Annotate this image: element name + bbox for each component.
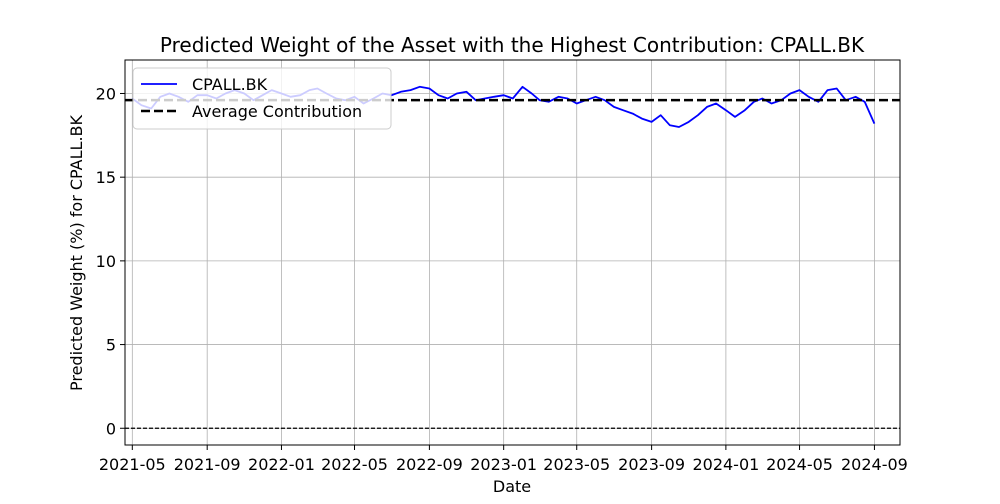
y-tick-label: 15 <box>96 168 116 187</box>
chart-title: Predicted Weight of the Asset with the H… <box>160 33 865 57</box>
legend-label: CPALL.BK <box>192 75 268 94</box>
x-tick-label: 2022-09 <box>396 455 463 474</box>
x-axis-ticks: 2021-05 2021-09 2022-01 2022-05 2022-09 2023-… <box>99 445 908 474</box>
x-tick-label: 2023-01 <box>470 455 537 474</box>
y-axis-label: Predicted Weight (%) for CPALL.BK <box>67 114 86 391</box>
y-tick-label: 5 <box>106 336 116 355</box>
x-tick-label: 2023-05 <box>543 455 610 474</box>
legend: CPALL.BK Average Contribution <box>132 67 392 130</box>
x-tick-label: 2022-01 <box>248 455 315 474</box>
y-tick-label: 0 <box>106 419 116 438</box>
x-tick-label: 2024-01 <box>692 455 759 474</box>
y-axis-ticks: 0 5 10 15 20 <box>96 84 125 438</box>
y-tick-label: 20 <box>96 84 116 103</box>
x-axis-label: Date <box>493 477 531 496</box>
x-tick-label: 2024-09 <box>841 455 908 474</box>
plot-frame <box>124 59 901 446</box>
x-tick-label: 2022-05 <box>321 455 388 474</box>
legend-box <box>132 67 392 130</box>
legend-label: Average Contribution <box>192 102 362 121</box>
x-tick-label: 2024-05 <box>766 455 833 474</box>
x-tick-label: 2023-09 <box>618 455 685 474</box>
x-tick-label: 2021-05 <box>99 455 166 474</box>
y-tick-label: 10 <box>96 252 116 271</box>
x-tick-label: 2021-09 <box>174 455 241 474</box>
